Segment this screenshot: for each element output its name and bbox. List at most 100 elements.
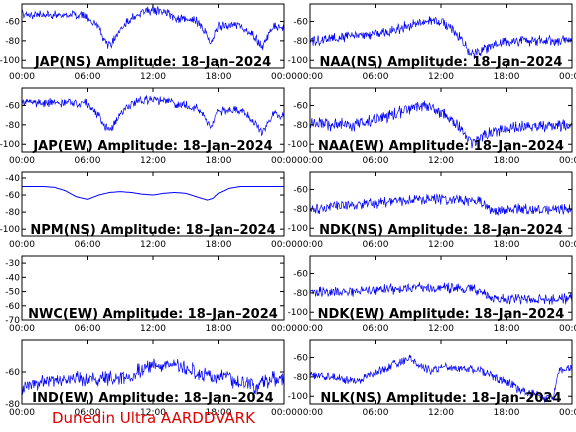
panel: -60 -80 -100 00:00 06:00 12:00 18:00 00:00 JAP(E… [0, 87, 297, 166]
y-tick-label: -80 [5, 400, 20, 410]
x-tick-label: 00:00 [9, 324, 35, 334]
x-tick-label: 00:00 [559, 72, 576, 82]
plot-area [310, 282, 572, 305]
amplitude-series-line [310, 16, 572, 59]
amplitude-series-line [310, 193, 572, 216]
plot-area [310, 193, 572, 216]
y-tick-label: -60 [5, 17, 20, 27]
x-tick-label: 18:00 [494, 156, 520, 166]
plot-area [310, 16, 572, 59]
x-tick-label: 00:00 [297, 324, 323, 334]
x-tick-label: 12:00 [428, 408, 454, 418]
x-tick-label: 00:00 [559, 408, 576, 418]
panel: -60 -80 -100 00:00 06:00 12:00 18:00 00:00 NAA(N… [288, 3, 576, 82]
y-tick-label: -60 [293, 269, 308, 279]
y-tick-label: -80 [5, 121, 20, 131]
panel: -60 -80 -100 00:00 06:00 12:00 18:00 00:00 NDK(E… [288, 255, 576, 334]
plot-area [22, 186, 284, 201]
x-tick-label: 00:00 [271, 408, 297, 418]
plot-area [22, 4, 284, 51]
y-tick-label: -70 [5, 316, 20, 326]
plot-area [310, 100, 572, 149]
x-tick-label: 06:00 [75, 240, 101, 250]
x-tick-label: 18:00 [206, 324, 232, 334]
x-tick-label: 12:00 [428, 156, 454, 166]
x-tick-label: 18:00 [206, 408, 232, 418]
plot-area [22, 358, 284, 395]
amplitude-series-line [310, 100, 572, 149]
y-tick-label: -100 [288, 392, 309, 402]
y-tick-label: -60 [293, 353, 308, 363]
footer-label: Dunedin Ultra AARDDVARK [52, 409, 255, 427]
x-tick-label: 12:00 [140, 408, 166, 418]
y-tick-label: -80 [293, 373, 308, 383]
x-tick-label: 06:00 [75, 156, 101, 166]
x-tick-label: 00:00 [271, 156, 297, 166]
x-tick-label: 18:00 [206, 156, 232, 166]
panel-title: JAP(NS) Amplitude: 18–Jan–2024 [34, 55, 271, 70]
x-tick-label: 18:00 [494, 408, 520, 418]
panel-title: JAP(EW) Amplitude: 18–Jan–2024 [32, 139, 272, 154]
plot-area [310, 354, 572, 403]
panel: -60 -80 -100 00:00 06:00 12:00 18:00 00:00 NLK(N… [288, 339, 576, 418]
y-tick-label: -50 [5, 288, 20, 298]
x-tick-label: 06:00 [363, 324, 389, 334]
amplitude-series-line [22, 95, 284, 137]
amplitude-series-line [22, 358, 284, 395]
y-tick-label: -80 [293, 121, 308, 131]
x-tick-label: 06:00 [75, 408, 101, 418]
x-tick-label: 18:00 [494, 72, 520, 82]
x-tick-label: 00:00 [271, 72, 297, 82]
x-tick-label: 06:00 [75, 324, 101, 334]
y-tick-label: -30 [5, 259, 20, 269]
panel-title: NDK(EW) Amplitude: 18–Jan–2024 [318, 307, 565, 322]
x-tick-label: 06:00 [363, 156, 389, 166]
panel-title: NPM(NS) Amplitude: 18–Jan–2024 [30, 223, 275, 238]
plot-area [22, 95, 284, 137]
x-tick-label: 00:00 [271, 240, 297, 250]
x-tick-label: 06:00 [363, 240, 389, 250]
panel-title: NAA(EW) Amplitude: 18–Jan–2024 [318, 139, 564, 154]
x-tick-label: 06:00 [363, 408, 389, 418]
y-tick-label: -80 [293, 289, 308, 299]
y-tick-label: -80 [5, 208, 20, 218]
x-tick-label: 12:00 [428, 240, 454, 250]
y-tick-label: -100 [0, 225, 20, 235]
x-tick-label: 18:00 [206, 72, 232, 82]
y-tick-label: -100 [288, 308, 309, 318]
panel-title: NAA(NS) Amplitude: 18–Jan–2024 [320, 55, 563, 70]
x-tick-label: 18:00 [206, 240, 232, 250]
x-tick-label: 00:00 [9, 408, 35, 418]
panel-title: NLK(NS) Amplitude: 18–Jan–2024 [320, 391, 561, 406]
panel-title: NDK(NS) Amplitude: 18–Jan–2024 [319, 223, 563, 238]
y-tick-label: -80 [5, 37, 20, 47]
panel-title: IND(EW) Amplitude: 18–Jan–2024 [32, 391, 273, 406]
x-tick-label: 12:00 [428, 72, 454, 82]
y-tick-label: -60 [293, 17, 308, 27]
y-tick-label: -40 [5, 273, 20, 283]
y-tick-label: -60 [293, 101, 308, 111]
panel: -40 -60 -80 -100 00:00 06:00 12:00 18:00 00:00 NP… [0, 171, 297, 250]
y-tick-label: -100 [288, 56, 309, 66]
x-tick-label: 00:00 [559, 156, 576, 166]
y-tick-label: -100 [0, 56, 20, 66]
amplitude-series-line [22, 4, 284, 51]
y-tick-label: -60 [293, 185, 308, 195]
x-tick-label: 00:00 [559, 240, 576, 250]
y-tick-label: -100 [288, 224, 309, 234]
x-tick-label: 00:00 [559, 324, 576, 334]
x-tick-label: 00:00 [297, 240, 323, 250]
x-tick-label: 00:00 [297, 72, 323, 82]
panel: -60 -80 -100 00:00 06:00 12:00 18:00 00:00 NAA(E… [288, 87, 576, 166]
x-tick-label: 00:00 [9, 240, 35, 250]
y-tick-label: -100 [288, 140, 309, 150]
y-tick-label: -60 [5, 191, 20, 201]
x-tick-label: 00:00 [9, 72, 35, 82]
x-tick-label: 00:00 [297, 408, 323, 418]
x-tick-label: 12:00 [428, 324, 454, 334]
amplitude-series-line [310, 354, 572, 403]
x-tick-label: 06:00 [363, 72, 389, 82]
